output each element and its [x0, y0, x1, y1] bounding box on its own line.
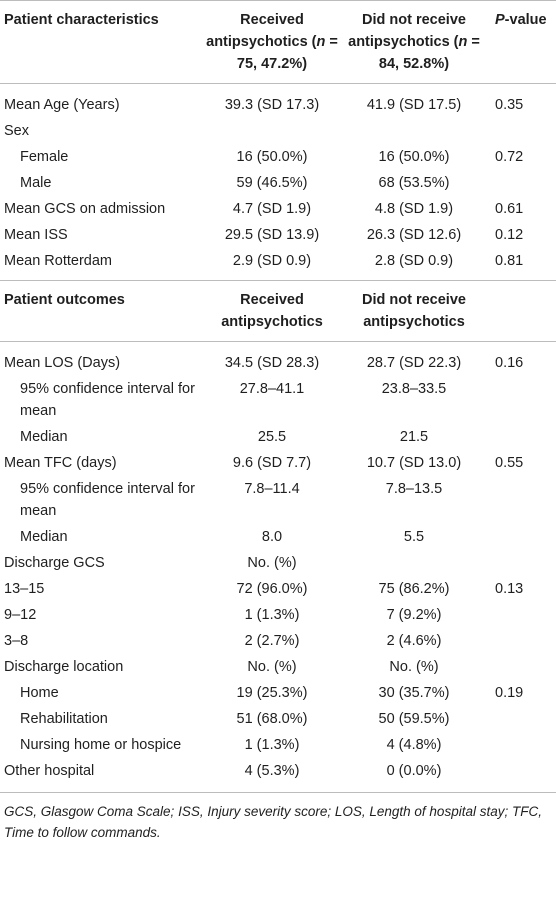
table-row: 13–15 72 (96.0%) 75 (86.2%) 0.13: [4, 581, 524, 597]
table-row: 95% confidence interval for mean 7.8–11.…: [20, 481, 443, 519]
table-row: Sex: [4, 123, 29, 139]
header-not-received: Did not receive antipsychotics (n = 84, …: [341, 0, 487, 84]
table-row: 3–8 2 (2.7%) 2 (4.6%): [4, 633, 442, 649]
table-row: Discharge location No. (%) No. (%): [4, 659, 439, 675]
table-footnote: GCS, Glasgow Coma Scale; ISS, Injury sev…: [4, 804, 542, 840]
table-row: Mean ISS 29.5 (SD 13.9) 26.3 (SD 12.6) 0…: [4, 227, 524, 243]
header-outcomes-empty: [487, 280, 556, 342]
table-row: Mean GCS on admission 4.7 (SD 1.9) 4.8 (…: [4, 201, 524, 217]
table-row: Home 19 (25.3%) 30 (35.7%) 0.19: [20, 685, 524, 701]
table-row: Nursing home or hospice 1 (1.3%) 4 (4.8%…: [20, 737, 442, 753]
table-row: Median 8.0 5.5: [20, 529, 425, 545]
header-patient-outcomes: Patient outcomes: [0, 280, 203, 342]
table-row: Mean Age (Years) 39.3 (SD 17.3) 41.9 (SD…: [4, 97, 524, 113]
header-row-outcomes: Patient outcomes Received antipsychotics…: [0, 280, 556, 342]
header-row-characteristics: Patient characteristics Received antipsy…: [0, 0, 556, 84]
header-received: Received antipsychotics (n = 75, 47.2%): [203, 0, 341, 84]
table-row: Median 25.5 21.5: [20, 429, 429, 445]
table-row: Mean LOS (Days) 34.5 (SD 28.3) 28.7 (SD …: [4, 355, 524, 371]
header-patient-characteristics: Patient characteristics: [0, 0, 203, 84]
table-row: Mean TFC (days) 9.6 (SD 7.7) 10.7 (SD 13…: [4, 455, 524, 471]
results-table-figure: Patient characteristics Received antipsy…: [0, 0, 556, 840]
table-row: Discharge GCS No. (%): [4, 555, 297, 571]
header-not-received-outcomes: Did not receive antipsychotics: [341, 280, 487, 342]
patient-table: Patient characteristics Received antipsy…: [0, 0, 556, 793]
table-row: Mean Rotterdam 2.9 (SD 0.9) 2.8 (SD 0.9)…: [4, 253, 524, 269]
table-row: 9–12 1 (1.3%) 7 (9.2%): [4, 607, 442, 623]
header-received-outcomes: Received antipsychotics: [203, 280, 341, 342]
table-row: Other hospital 4 (5.3%) 0 (0.0%): [0, 758, 556, 793]
header-p-value: P-value: [487, 0, 556, 84]
table-row: Female 16 (50.0%) 16 (50.0%) 0.72: [20, 149, 524, 165]
table-row: Male 59 (46.5%) 68 (53.5%): [20, 175, 450, 191]
table-row: Rehabilitation 51 (68.0%) 50 (59.5%): [20, 711, 450, 727]
table-row: 95% confidence interval for mean 27.8–41…: [20, 381, 447, 419]
